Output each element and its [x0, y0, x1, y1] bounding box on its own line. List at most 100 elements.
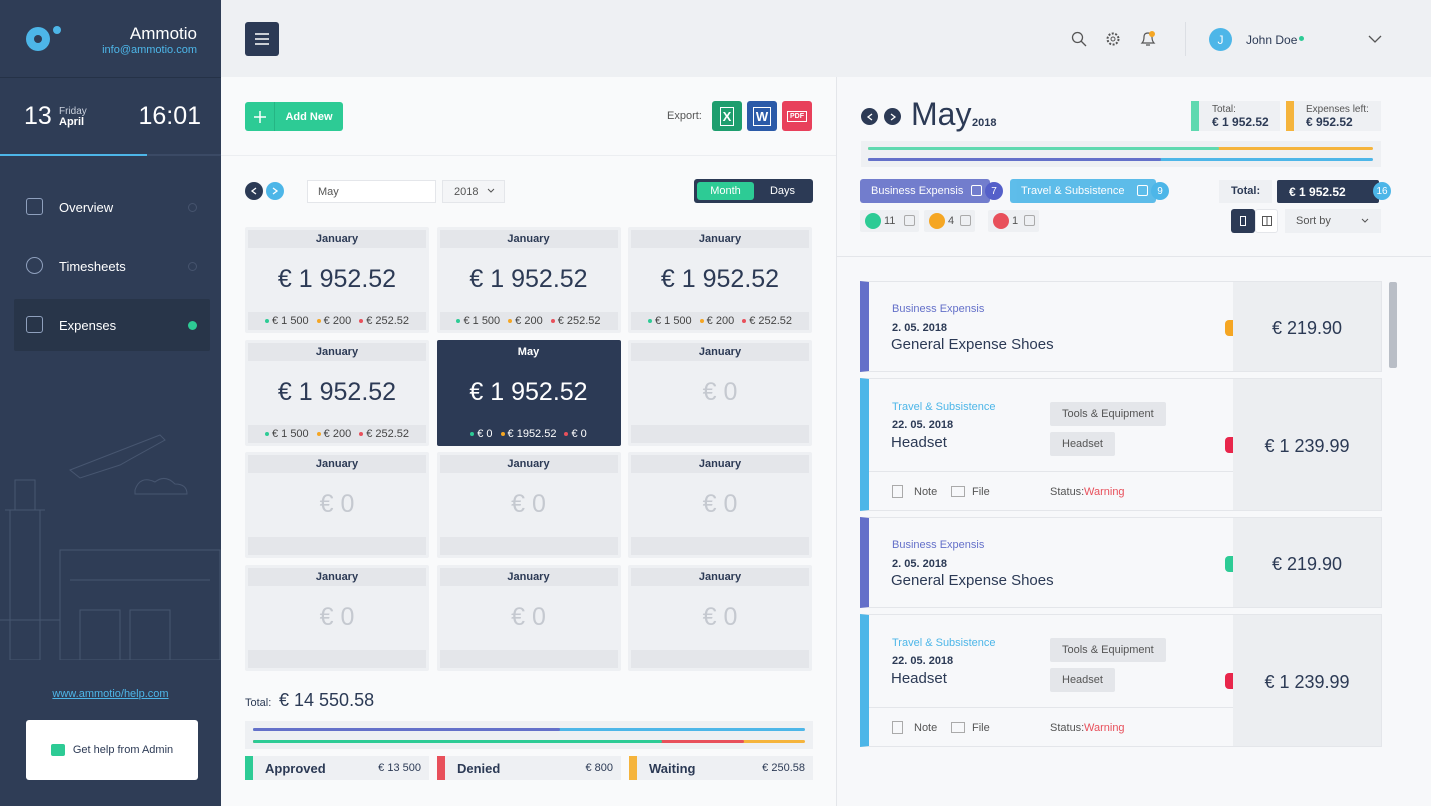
- help-link[interactable]: www.ammotio/help.com: [52, 688, 169, 700]
- detail-prev[interactable]: [861, 108, 878, 125]
- user-menu-caret[interactable]: [1368, 35, 1382, 44]
- expense-file[interactable]: File: [972, 486, 990, 498]
- user-name[interactable]: John Doe: [1246, 33, 1298, 47]
- expense-file[interactable]: File: [972, 722, 990, 734]
- expense-tag: Headset: [1050, 432, 1115, 456]
- progress-approved: [253, 740, 662, 743]
- status-amount: € 13 500: [378, 762, 421, 774]
- expense-title: General Expense Shoes: [891, 572, 1054, 589]
- weekday: Friday: [59, 106, 87, 117]
- detail-next[interactable]: [884, 108, 901, 125]
- grid-view-button[interactable]: [1255, 209, 1278, 233]
- day: 13: [24, 102, 52, 130]
- total-box-label: Total:: [1212, 104, 1236, 115]
- expense-date: 2. 05. 2018: [892, 322, 948, 334]
- expense-footer: [869, 471, 1233, 510]
- left-box: [1286, 101, 1381, 131]
- export-label: W: [752, 106, 772, 126]
- breakdown-amount: € 200: [515, 315, 543, 327]
- year-select[interactable]: 2018: [442, 180, 505, 203]
- export-button[interactable]: W: [747, 101, 777, 131]
- month-card[interactable]: January € 0: [436, 564, 621, 671]
- expense-category: Business Expensis: [892, 539, 985, 551]
- breakdown-dot: [508, 319, 513, 324]
- avatar[interactable]: J: [1209, 28, 1232, 51]
- expense-tag: Tools & Equipment: [1050, 638, 1166, 662]
- help-button[interactable]: Get help from Admin: [26, 720, 198, 780]
- notifications-icon[interactable]: [1139, 30, 1157, 48]
- category-tag[interactable]: Business Expensis: [860, 179, 990, 203]
- month-card[interactable]: January € 1 952.52 € 1 500 € 200 € 252.52: [628, 227, 812, 333]
- sum-label: Total:: [1219, 180, 1272, 203]
- expense-content: [869, 518, 1233, 607]
- next-button[interactable]: [266, 182, 284, 200]
- month-card[interactable]: May € 1 952.52 € 0 € 1952.52 € 0: [436, 339, 621, 446]
- card-amount: € 0: [319, 602, 355, 631]
- card-month: January: [631, 567, 809, 586]
- breakdown-item: € 252.52: [550, 315, 601, 327]
- prev-button[interactable]: [245, 182, 263, 200]
- list-view-button[interactable]: [1231, 209, 1255, 233]
- export-button[interactable]: X: [712, 101, 742, 131]
- view-days[interactable]: Days: [769, 185, 796, 197]
- month-card[interactable]: January € 0: [628, 452, 812, 558]
- total-box-value: € 1 952.52: [1212, 115, 1269, 129]
- tag-check: [971, 185, 982, 196]
- status-box: Waiting € 250.58: [629, 756, 813, 780]
- month-card[interactable]: January € 1 952.52 € 1 500 € 200 € 252.52: [245, 339, 429, 446]
- settings-icon[interactable]: [1105, 31, 1121, 47]
- nav-item[interactable]: Expenses: [14, 299, 210, 351]
- month-card[interactable]: January € 0: [245, 564, 429, 671]
- month-card[interactable]: January € 0: [436, 452, 621, 558]
- month-card[interactable]: January € 1 952.52 € 1 500 € 200 € 252.52: [436, 227, 621, 333]
- expense-item[interactable]: Business Expensis 2. 05. 2018 General Expe…: [860, 281, 1382, 372]
- card-breakdown: [439, 537, 618, 555]
- progress-used: [253, 728, 560, 731]
- category-tag[interactable]: Travel & Subsistence: [1010, 179, 1156, 203]
- expense-amount-panel: [1233, 615, 1381, 746]
- add-icon-button[interactable]: [245, 102, 275, 131]
- status-filter-icon: [865, 213, 881, 229]
- search-icon[interactable]: [1071, 31, 1087, 47]
- export-label: Export:: [667, 110, 702, 122]
- expense-footer: [869, 707, 1233, 746]
- sidebar: Ammotio info@ammotio.com 13 Friday April…: [0, 0, 221, 806]
- add-button[interactable]: Add New: [275, 102, 343, 131]
- nav-item[interactable]: Overview: [14, 181, 210, 233]
- menu-button[interactable]: [245, 22, 279, 56]
- status-filter[interactable]: 11: [860, 210, 919, 232]
- expense-note[interactable]: Note: [914, 722, 938, 734]
- expense-note[interactable]: Note: [914, 486, 938, 498]
- tag-check: [1137, 185, 1148, 196]
- breakdown-amount: € 0: [477, 427, 493, 440]
- month-card[interactable]: January € 1 952.52 € 1 500 € 200 € 252.52: [245, 227, 429, 333]
- sort-select[interactable]: Sort by: [1285, 209, 1381, 233]
- status-amount: € 800: [585, 762, 613, 774]
- month-card[interactable]: January € 0: [628, 564, 812, 671]
- scrollbar[interactable]: [1389, 282, 1397, 368]
- breakdown-amount: € 252.52: [557, 315, 601, 327]
- status-filter[interactable]: 1: [988, 210, 1039, 232]
- month-input[interactable]: May: [307, 180, 436, 203]
- breakdown-dot: [264, 319, 269, 324]
- expense-item[interactable]: Business Expensis 2. 05. 2018 General Expe…: [860, 517, 1382, 608]
- card-amount: € 0: [702, 377, 738, 406]
- file-icon: [951, 722, 965, 733]
- card-breakdown: € 0 € 1952.52 € 0: [439, 424, 618, 443]
- breakdown-dot: [564, 431, 569, 436]
- nav-item[interactable]: Timesheets: [14, 240, 210, 292]
- view-month[interactable]: Month: [697, 182, 754, 200]
- card-month: January: [439, 567, 618, 586]
- expense-item[interactable]: Travel & Subsistence 22. 05. 2018 Headset €…: [860, 614, 1382, 747]
- breakdown-dot: [699, 319, 704, 324]
- total-label: Total:: [245, 697, 272, 709]
- expense-title: General Expense Shoes: [891, 336, 1054, 353]
- export-button[interactable]: PDF: [782, 101, 812, 131]
- expense-item[interactable]: Travel & Subsistence 22. 05. 2018 Headset €…: [860, 378, 1382, 511]
- status-label: Denied: [457, 761, 501, 776]
- status-filter[interactable]: 4: [924, 210, 975, 232]
- detail-progress-panel: [861, 141, 1381, 167]
- month-card[interactable]: January € 0: [628, 339, 812, 446]
- month-card[interactable]: January € 0: [245, 452, 429, 558]
- card-month: January: [248, 567, 426, 586]
